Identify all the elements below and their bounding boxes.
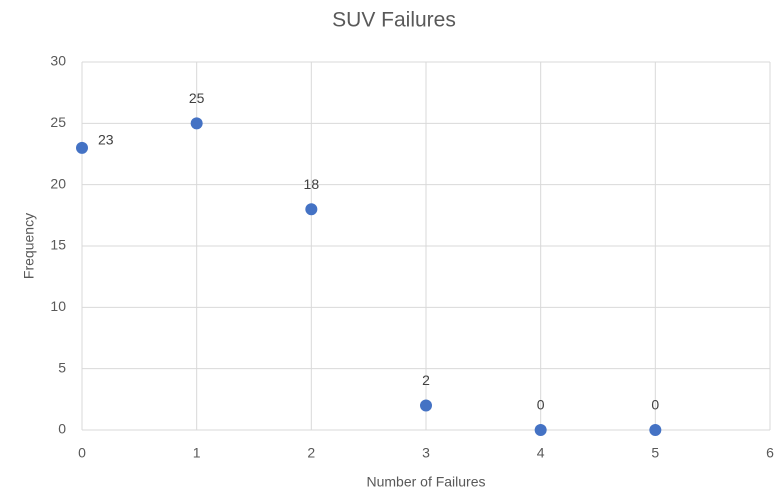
data-label: 0 [651,397,659,413]
x-tick-label: 2 [307,445,315,461]
point [76,141,88,154]
data-label: 18 [304,176,320,192]
y-tick-label: 5 [58,359,66,375]
x-axis-label: Number of Failures [366,474,485,490]
data-label: 23 [98,132,114,148]
data-label: 25 [189,90,205,106]
point [420,399,432,412]
chart-title: SUV Failures [332,9,456,32]
y-tick-label: 0 [58,421,66,437]
point [305,203,318,216]
y-tick-label: 10 [50,298,66,314]
x-tick-label: 0 [78,445,86,461]
point [190,117,203,130]
y-axis-label: Frequency [21,213,37,279]
y-tick-label: 15 [50,237,66,253]
x-tick-label: 4 [537,445,545,461]
data-label: 0 [537,397,545,413]
x-tick-label: 3 [422,445,430,461]
data-label: 2 [422,372,430,388]
y-tick-label: 25 [50,114,66,130]
x-tick-label: 5 [651,445,659,461]
y-tick-label: 30 [50,53,66,69]
y-tick-label: 20 [50,175,66,191]
x-tick-label: 1 [193,445,201,461]
point [534,424,547,436]
x-tick-label: 6 [766,445,774,461]
point [649,424,662,436]
